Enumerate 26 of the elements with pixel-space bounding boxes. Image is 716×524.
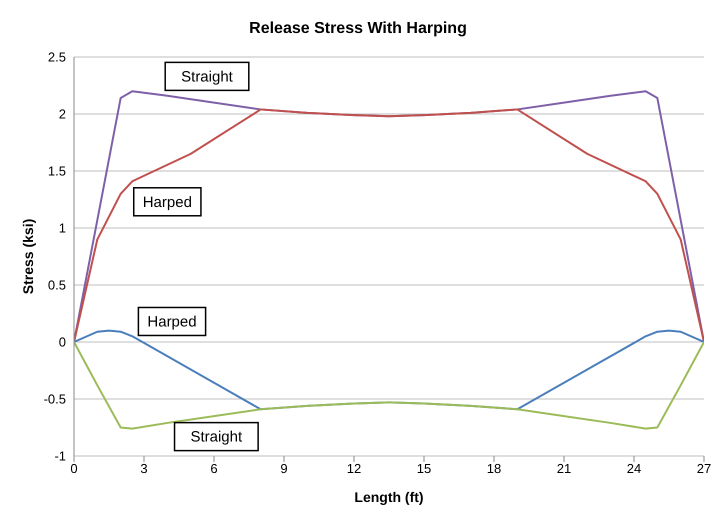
x-tick-label: 21 bbox=[556, 461, 572, 476]
y-tick-label: 2 bbox=[58, 106, 66, 122]
y-tick-label: 0.5 bbox=[48, 278, 66, 293]
x-tick-label: 9 bbox=[280, 461, 288, 476]
y-tick-label: 2.5 bbox=[48, 50, 66, 65]
y-axis-title: Stress (ksi) bbox=[20, 218, 36, 294]
x-tick-label: 27 bbox=[696, 461, 712, 476]
x-axis-title: Length (ft) bbox=[354, 489, 424, 505]
x-tick-label: 12 bbox=[346, 461, 362, 476]
x-tick-label: 15 bbox=[416, 461, 432, 476]
chart-title: Release Stress With Harping bbox=[248, 20, 468, 38]
y-tick-label: -0.5 bbox=[44, 392, 66, 407]
x-tick-label: 3 bbox=[140, 461, 148, 476]
annotation: Straight bbox=[181, 68, 234, 86]
x-tick-label: 6 bbox=[210, 461, 218, 476]
x-tick-label: 24 bbox=[626, 461, 642, 476]
y-tick-label: 1.5 bbox=[48, 164, 66, 179]
x-tick-label: 0 bbox=[70, 461, 78, 476]
annotation: Harped bbox=[147, 313, 197, 330]
x-tick-label: 18 bbox=[486, 461, 502, 476]
y-tick-label: 0 bbox=[58, 334, 66, 350]
y-tick-label: -1 bbox=[54, 448, 66, 464]
annotation: Harped bbox=[142, 194, 192, 211]
line-series bbox=[74, 341, 704, 430]
y-tick-label: 1 bbox=[58, 220, 66, 236]
annotation: Straight bbox=[190, 428, 244, 446]
